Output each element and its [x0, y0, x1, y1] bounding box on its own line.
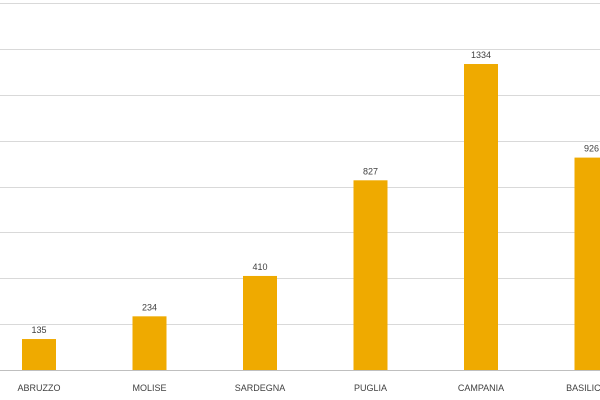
x-tick-label-puglia: PUGLIA [354, 383, 387, 393]
bar-basilicata [574, 157, 600, 370]
data-label-campania: 1334 [471, 50, 491, 60]
bars [22, 64, 600, 371]
x-tick-label-abruzzo: ABRUZZO [17, 383, 60, 393]
x-tick-label-sardegna: SARDEGNA [235, 383, 286, 393]
data-label-abruzzo: 135 [31, 325, 46, 335]
bar-sardegna [243, 275, 277, 370]
data-label-basilicata: 926 [584, 144, 599, 154]
bar-campania [464, 64, 498, 371]
x-tick-label-molise: MOLISE [132, 383, 166, 393]
x-axis-tick-labels: ABRUZZO MOLISE SARDEGNA PUGLIA CAMPANIA BASIL… [17, 383, 600, 393]
bar-abruzzo [22, 339, 56, 370]
x-tick-label-basilicata: BASILICATA [566, 383, 600, 393]
bar-molise [132, 316, 167, 370]
bar-puglia [353, 180, 388, 370]
data-label-molise: 234 [142, 302, 157, 312]
data-label-sardegna: 410 [252, 262, 267, 272]
data-labels: 135 234 410 827 1334 926 [31, 50, 599, 335]
x-tick-label-campania: CAMPANIA [458, 383, 504, 393]
data-label-puglia: 827 [363, 166, 378, 176]
gridlines [0, 3, 600, 371]
